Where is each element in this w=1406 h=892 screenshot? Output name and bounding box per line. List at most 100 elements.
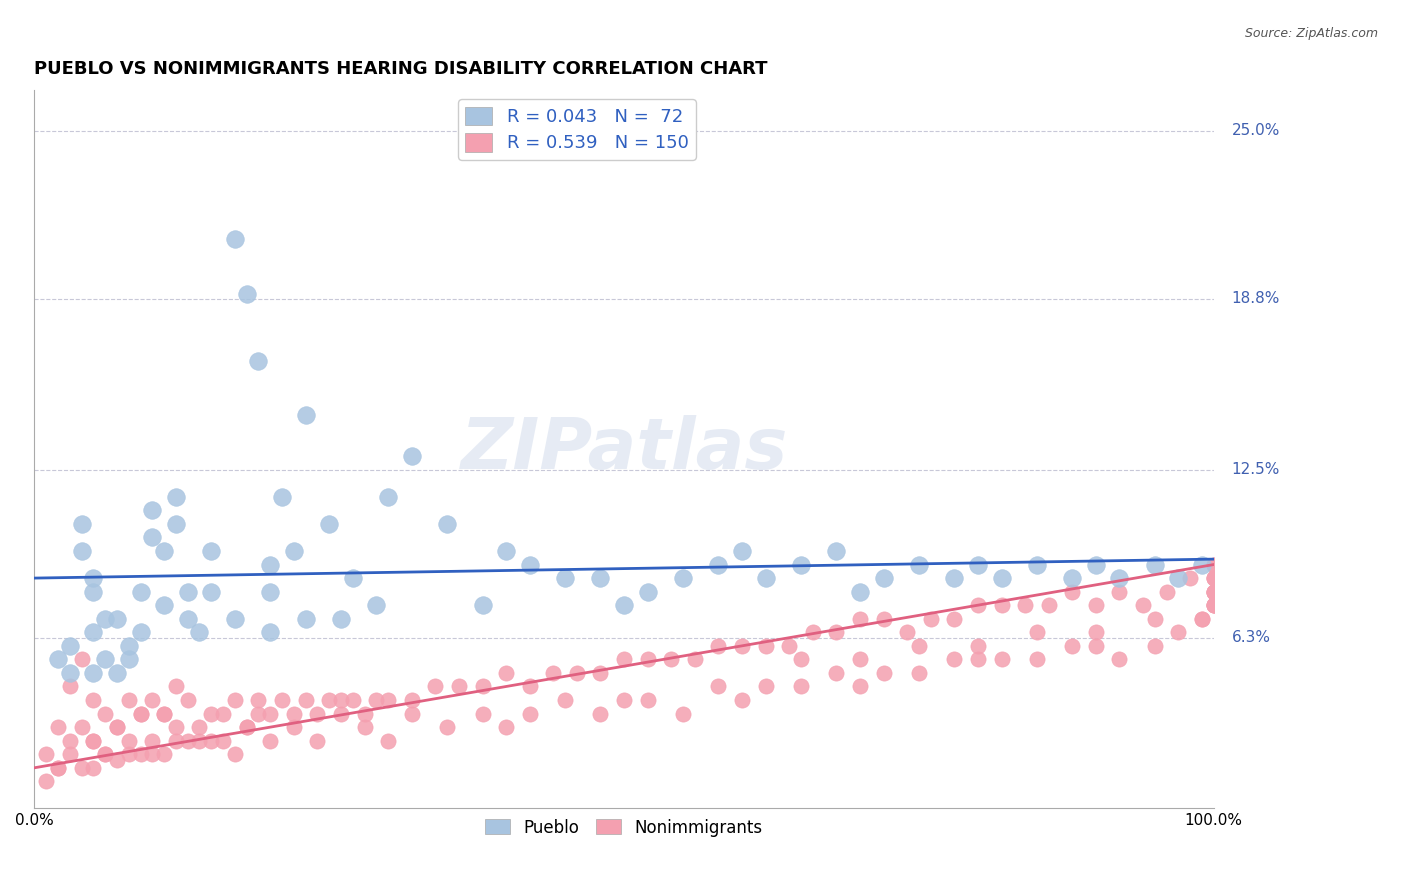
Point (495, 665, 517, 680)
Point (153, 598, 176, 612)
Point (188, 733, 211, 747)
Point (613, 652, 636, 666)
Point (1202, 598, 1225, 612)
Point (330, 612, 353, 626)
Point (943, 571, 966, 585)
Point (153, 706, 176, 721)
Point (200, 733, 222, 747)
Text: 12.5%: 12.5% (1232, 462, 1279, 477)
Point (82, 733, 104, 747)
Point (59, 639, 82, 653)
Point (342, 571, 364, 585)
Point (436, 516, 458, 531)
Point (318, 516, 340, 531)
Point (46, 652, 69, 666)
Point (153, 544, 176, 558)
Point (554, 693, 576, 707)
Point (637, 584, 659, 599)
Point (565, 665, 588, 680)
Point (165, 733, 187, 747)
Text: PUEBLO VS NONIMMIGRANTS HEARING DISABILITY CORRELATION CHART: PUEBLO VS NONIMMIGRANTS HEARING DISABILI… (34, 60, 768, 78)
Point (943, 652, 966, 666)
Point (94, 652, 117, 666)
Point (188, 720, 211, 734)
Point (377, 733, 399, 747)
Point (224, 232, 246, 246)
Point (235, 720, 257, 734)
Point (943, 612, 966, 626)
Point (165, 680, 187, 694)
Text: ZIPatlas: ZIPatlas (460, 415, 787, 483)
Point (731, 544, 754, 558)
Point (872, 571, 894, 585)
Point (70, 516, 93, 531)
Point (176, 733, 198, 747)
Point (59, 747, 82, 762)
Point (35, 747, 58, 762)
Point (1132, 598, 1154, 612)
Point (1202, 571, 1225, 585)
Point (129, 747, 152, 762)
Point (495, 720, 517, 734)
Point (366, 693, 388, 707)
Point (82, 733, 104, 747)
Text: 25.0%: 25.0% (1232, 123, 1279, 138)
Point (589, 706, 612, 721)
Point (129, 706, 152, 721)
Point (672, 571, 695, 585)
Point (82, 584, 104, 599)
Point (849, 652, 872, 666)
Point (82, 665, 104, 680)
Point (1143, 558, 1166, 572)
Point (790, 652, 813, 666)
Point (637, 693, 659, 707)
Point (118, 693, 141, 707)
Point (259, 558, 281, 572)
Point (176, 612, 198, 626)
Point (259, 625, 281, 640)
Point (307, 706, 329, 721)
Point (1202, 558, 1225, 572)
Point (1062, 571, 1084, 585)
Point (105, 612, 128, 626)
Point (589, 665, 612, 680)
Point (212, 706, 235, 721)
Point (259, 706, 281, 721)
Point (141, 531, 163, 545)
Point (294, 612, 316, 626)
Point (755, 571, 778, 585)
Point (46, 761, 69, 775)
Point (519, 706, 541, 721)
Point (105, 753, 128, 767)
Point (307, 733, 329, 747)
Point (70, 720, 93, 734)
Text: Source: ZipAtlas.com: Source: ZipAtlas.com (1244, 27, 1378, 40)
Point (330, 693, 353, 707)
Point (1084, 639, 1107, 653)
Point (94, 747, 117, 762)
Point (825, 544, 848, 558)
Point (118, 639, 141, 653)
Point (1025, 625, 1047, 640)
Point (613, 598, 636, 612)
Point (1202, 584, 1225, 599)
Point (1014, 598, 1036, 612)
Point (731, 639, 754, 653)
Point (967, 598, 990, 612)
Point (519, 558, 541, 572)
Point (259, 584, 281, 599)
Point (849, 612, 872, 626)
Point (46, 761, 69, 775)
Point (1202, 584, 1225, 599)
Point (471, 680, 494, 694)
Point (1084, 598, 1107, 612)
Point (141, 733, 163, 747)
Point (1143, 612, 1166, 626)
Point (377, 490, 399, 504)
Point (1202, 571, 1225, 585)
Point (200, 706, 222, 721)
Point (849, 584, 872, 599)
Point (1025, 558, 1047, 572)
Point (908, 558, 931, 572)
Point (672, 706, 695, 721)
